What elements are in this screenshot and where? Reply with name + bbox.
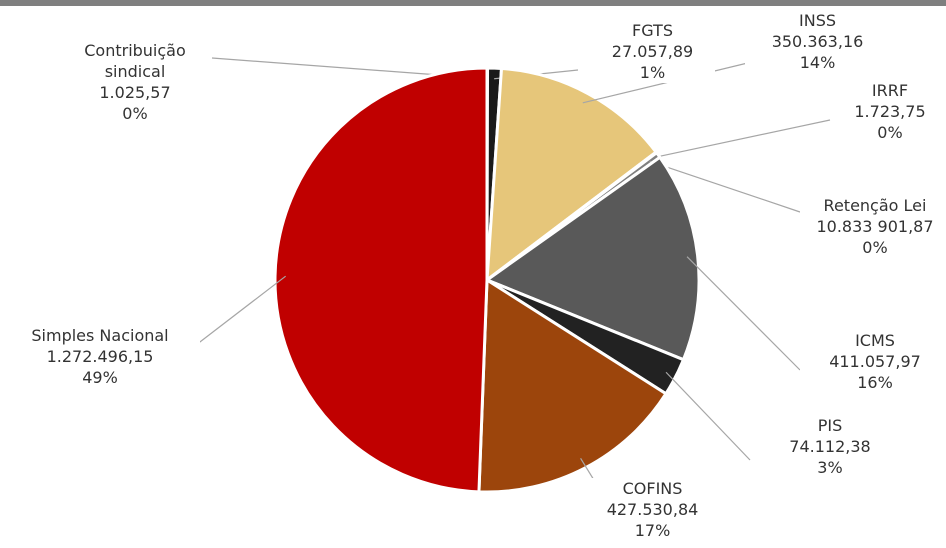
label-line: 1%	[639, 63, 666, 82]
data-label: FGTS 27.057,89 1%	[590, 20, 715, 83]
label-line: 3%	[817, 458, 843, 477]
data-label: Simples Nacional 1.272.496,15 49%	[0, 325, 200, 388]
label-line: 27.057,89	[611, 42, 694, 61]
label-line: COFINS	[622, 479, 683, 498]
leader-line	[647, 119, 831, 160]
pie-slice	[483, 155, 701, 362]
label-line: ICMS	[855, 331, 895, 350]
label-line: 16%	[857, 373, 893, 392]
data-label: ICMS 411.057,97 16%	[800, 330, 946, 393]
label-line: FGTS	[632, 21, 673, 40]
label-line: INSS	[799, 11, 836, 30]
label-line: 0%	[862, 238, 888, 257]
label-line: 14%	[799, 53, 836, 72]
leader-line	[686, 256, 801, 371]
label-line: 10.833 901,87	[816, 217, 934, 236]
pie-slice	[273, 66, 489, 494]
label-line: 1.272.496,15	[46, 347, 154, 366]
label-line: 1.025,57	[99, 83, 171, 102]
data-label: Retenção Lei 10.833 901,87 0%	[800, 195, 946, 258]
label-line: IRRF	[871, 81, 909, 100]
data-label: PIS 74.112,38 3%	[765, 415, 895, 478]
label-line: 350.363,16	[771, 32, 864, 51]
label-line: Contribuição sindical	[84, 41, 186, 81]
pie-slice	[485, 66, 659, 284]
top-bar	[0, 0, 946, 6]
label-line: 49%	[82, 368, 118, 387]
label-line: 74.112,38	[789, 437, 871, 456]
label-line: 1.723,75	[854, 102, 926, 121]
label-line: PIS	[817, 416, 843, 435]
label-line: Retenção Lei	[823, 196, 927, 215]
data-label: Contribuição sindical 1.025,57 0%	[60, 40, 210, 124]
label-line: 427.530,84	[606, 500, 699, 519]
label-line: 411.057,97	[829, 352, 921, 371]
leader-line	[649, 160, 801, 213]
label-line: 17%	[634, 521, 671, 540]
pie-slice	[477, 277, 668, 494]
label-line: Simples Nacional	[31, 326, 169, 345]
data-label: INSS 350.363,16 14%	[745, 10, 890, 73]
data-label: COFINS 427.530,84 17%	[580, 478, 725, 541]
data-label: IRRF 1.723,75 0%	[835, 80, 945, 143]
leader-line	[195, 275, 287, 346]
leader-line	[665, 371, 751, 461]
label-line: 0%	[877, 123, 903, 142]
label-line: 0%	[122, 104, 148, 123]
